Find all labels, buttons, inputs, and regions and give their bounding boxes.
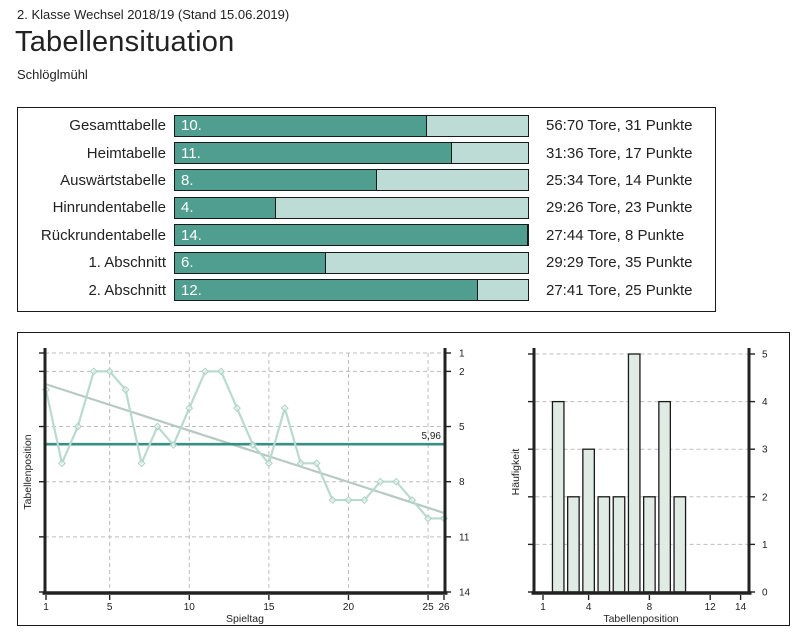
position-bar: 12. <box>174 279 529 302</box>
row-label: 2. Abschnitt <box>88 281 166 299</box>
row-detail: 29:29 Tore, 35 Punkte <box>546 254 693 272</box>
frequency-bar <box>551 400 565 593</box>
x-tick-label: 5 <box>107 602 113 613</box>
series-markers <box>42 367 448 523</box>
position-bar: 4. <box>174 196 529 219</box>
x-tick-label: 1 <box>540 602 546 613</box>
frequency-bars <box>551 353 687 593</box>
position-number: 14. <box>181 226 202 244</box>
frequency-bar <box>612 496 626 593</box>
y-tick-label: 5 <box>459 422 465 433</box>
y-axis-title: Häufigkeit <box>510 449 522 496</box>
position-bar: 6. <box>174 251 529 274</box>
position-bar: 10. <box>174 114 529 137</box>
x-tick-label: 15 <box>263 602 275 613</box>
x-axis-title: Spieltag <box>226 613 264 624</box>
x-tick-label: 10 <box>184 602 196 613</box>
position-summary-panel: Gesamttabelle 10. 56:70 Tore, 31 Punkte Hei… <box>17 107 716 312</box>
frequency-bar <box>643 496 656 593</box>
row-label: Auswärtstabelle <box>60 171 166 189</box>
position-number: 6. <box>181 254 194 272</box>
table-row: Heimtabelle 11. 31:36 Tore, 17 Punkte <box>18 139 715 166</box>
row-detail: 29:26 Tore, 23 Punkte <box>546 199 693 217</box>
frequency-bar <box>567 496 580 593</box>
page-title: Tabellensituation <box>15 26 235 58</box>
x-tick-label: 20 <box>343 602 355 613</box>
table-row: 1. Abschnitt 6. 29:29 Tore, 35 Punkte <box>18 249 715 276</box>
frequency-bar <box>627 353 641 593</box>
y-axis-title: Tabellenposition <box>22 434 34 509</box>
row-label: Hinrundentabelle <box>52 199 166 217</box>
row-label: Rückrundentabelle <box>40 226 166 244</box>
row-label: 1. Abschnitt <box>88 254 166 272</box>
position-bar-fill: 4. <box>175 197 276 218</box>
x-tick-label: 26 <box>438 602 450 613</box>
row-detail: 56:70 Tore, 31 Punkte <box>546 117 693 135</box>
table-row: Auswärtstabelle 8. 25:34 Tore, 14 Punkte <box>18 167 715 194</box>
y-tick-label: 1 <box>459 349 465 360</box>
y-tick-label: 2 <box>762 492 768 503</box>
row-detail: 25:34 Tore, 14 Punkte <box>546 171 693 189</box>
y-tick-label: 8 <box>459 477 465 488</box>
row-label: Gesamttabelle <box>69 117 166 135</box>
y-tick-label: 14 <box>459 587 471 598</box>
x-tick-label: 14 <box>735 602 747 613</box>
table-row: Rückrundentabelle 14. 27:44 Tore, 8 Punkte <box>18 222 715 249</box>
team-name: Schlöglmühl <box>17 67 88 82</box>
row-detail: 31:36 Tore, 17 Punkte <box>546 144 693 162</box>
frequency-bar <box>658 400 671 593</box>
position-bar-fill: 11. <box>175 143 453 164</box>
position-bar: 14. <box>174 224 529 247</box>
trend-line <box>45 383 445 514</box>
row-label: Heimtabelle <box>86 144 166 162</box>
position-bar: 8. <box>174 169 529 192</box>
position-number: 8. <box>181 171 194 189</box>
series-line <box>44 370 444 520</box>
x-tick-label: 12 <box>705 602 717 613</box>
average-line: 5,96 <box>45 431 445 446</box>
row-detail: 27:44 Tore, 8 Punkte <box>546 226 685 244</box>
position-number: 10. <box>181 117 202 135</box>
y-tick-label: 2 <box>459 367 465 378</box>
frequency-bar <box>582 448 595 593</box>
y-tick-label: 0 <box>762 588 768 599</box>
position-bar-fill: 8. <box>175 170 377 191</box>
position-bar-fill: 12. <box>175 280 478 301</box>
frequency-bar <box>673 496 687 593</box>
breadcrumb: 2. Klasse Wechsel 2018/19 (Stand 15.06.2… <box>17 7 290 22</box>
y-tick-label: 5 <box>762 350 768 361</box>
line-chart-grid <box>45 352 445 592</box>
position-number: 11. <box>181 144 201 162</box>
average-value-label: 5,96 <box>422 431 442 442</box>
position-bar: 11. <box>174 142 529 165</box>
position-bar-fill: 10. <box>175 115 428 136</box>
y-tick-label: 3 <box>762 445 768 456</box>
x-tick-label: 8 <box>647 602 653 613</box>
y-tick-label: 1 <box>762 540 768 551</box>
position-number: 4. <box>181 199 194 217</box>
y-tick-label: 11 <box>459 532 470 543</box>
table-row: 2. Abschnitt 12. 27:41 Tore, 25 Punkte <box>18 276 715 303</box>
x-axis-title: Tabellenposition <box>603 613 678 624</box>
position-bar-fill: 6. <box>175 252 327 273</box>
row-detail: 27:41 Tore, 25 Punkte <box>546 281 693 299</box>
x-tick-label: 1 <box>43 602 49 613</box>
position-bar-fill: 14. <box>175 225 528 246</box>
position-number: 12. <box>181 281 202 299</box>
table-row: Gesamttabelle 10. 56:70 Tore, 31 Punkte <box>18 112 715 139</box>
y-tick-label: 4 <box>762 397 768 408</box>
charts-panel: 5,96 1 2 5 8 11 14 1 5 10 15 20 25 26 Spieltag Tabellen… <box>17 332 790 626</box>
x-tick-label: 4 <box>586 602 592 613</box>
frequency-bar <box>597 496 611 593</box>
x-tick-label: 25 <box>423 602 435 613</box>
table-row: Hinrundentabelle 4. 29:26 Tore, 23 Punkte <box>18 194 715 221</box>
